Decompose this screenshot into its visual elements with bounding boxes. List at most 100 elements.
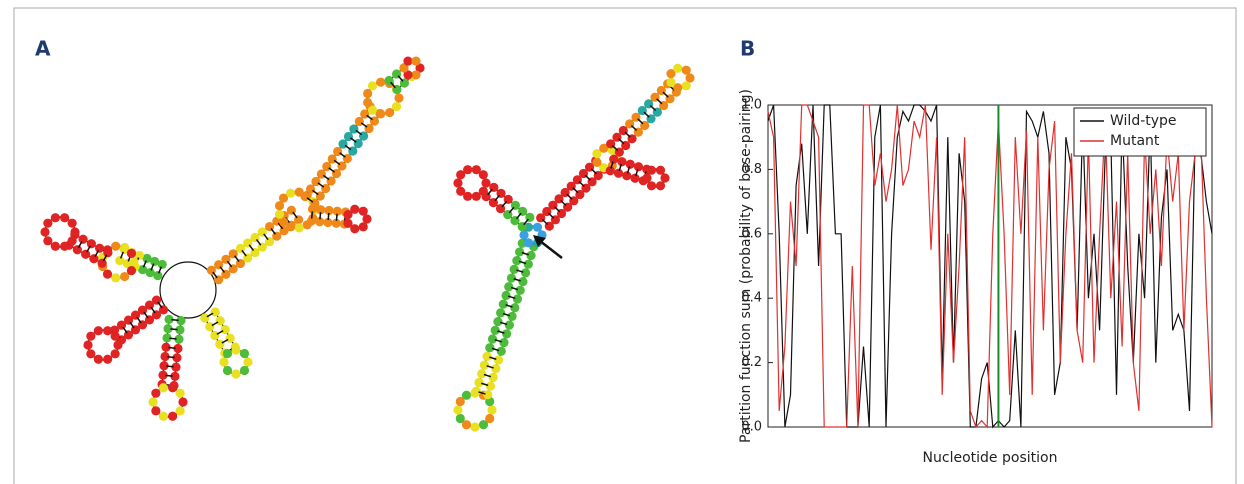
nucleotide	[67, 218, 77, 228]
base-pair	[77, 240, 83, 249]
nucleotide	[394, 93, 404, 103]
nucleotide	[617, 157, 627, 167]
nucleotide	[592, 157, 602, 167]
nucleotide	[399, 63, 409, 73]
base-pair	[584, 174, 591, 181]
nucleotide	[358, 206, 368, 216]
base-pair	[150, 306, 156, 314]
base-pair	[221, 338, 229, 344]
nucleotide	[471, 191, 481, 201]
nucleotide	[509, 264, 519, 274]
nucleotide	[605, 166, 615, 176]
nucleotide	[120, 242, 130, 253]
nucleotide	[158, 411, 168, 421]
base-pair	[270, 228, 276, 235]
base-pair	[212, 271, 218, 279]
nucleotide	[161, 342, 171, 352]
base-pair	[248, 244, 255, 252]
nucleotide	[512, 294, 523, 304]
nucleotide	[487, 405, 497, 415]
nucleotide	[93, 354, 103, 364]
nucleotide	[363, 97, 373, 108]
base-pair	[150, 263, 155, 271]
nucleotide	[512, 256, 522, 266]
nucleotide	[411, 70, 421, 80]
nucleotide	[158, 370, 168, 380]
nucleotide	[502, 329, 512, 339]
nucleotide	[103, 354, 113, 364]
nucleotide	[376, 109, 386, 119]
nucleotide	[60, 213, 70, 223]
nucleotide	[685, 73, 695, 83]
y-tick-label: 0.2	[741, 355, 762, 370]
base-pair	[523, 218, 529, 226]
base-pair	[306, 197, 314, 203]
y-tick-label: 0.4	[741, 291, 762, 306]
base-pair	[521, 251, 529, 256]
nucleotide	[137, 264, 148, 275]
base-pair	[94, 249, 100, 258]
nucleotide	[278, 193, 289, 203]
base-pair	[560, 199, 567, 207]
base-pair	[634, 168, 639, 177]
nucleotide	[532, 222, 543, 232]
base-pair	[554, 206, 561, 213]
nucleotide	[83, 340, 93, 350]
nucleotide	[222, 348, 233, 359]
nucleotide	[274, 201, 285, 211]
arrow	[533, 235, 563, 259]
nucleotide	[496, 308, 506, 318]
nucleotide	[171, 362, 181, 372]
nucleotide	[103, 248, 113, 258]
nucleotide	[93, 326, 103, 336]
nucleotide	[456, 170, 466, 180]
nucleotide	[510, 303, 520, 313]
nucleotide	[514, 247, 525, 257]
base-pair	[481, 382, 489, 387]
base-pair	[649, 104, 657, 112]
nucleotide	[220, 324, 230, 335]
nucleotide	[485, 381, 496, 391]
base-pair	[662, 91, 669, 98]
nucleotide	[158, 383, 168, 393]
nucleotide	[455, 396, 465, 407]
nucleotide	[350, 224, 360, 234]
nucleotide	[493, 316, 503, 327]
nucleotide	[231, 369, 241, 379]
nucleotide	[72, 245, 82, 255]
nucleotide	[477, 369, 487, 379]
nucleotide	[174, 334, 184, 344]
legend-label: Mutant	[1110, 133, 1160, 149]
nucleotide	[324, 205, 334, 216]
nucleotide	[81, 249, 91, 259]
nucleotide	[461, 390, 472, 400]
nucleotide	[507, 311, 517, 322]
base-pair	[169, 337, 177, 340]
nucleotide	[67, 236, 77, 246]
nucleotide	[115, 255, 125, 266]
base-pair	[167, 356, 175, 359]
nucleotide	[478, 170, 488, 180]
nucleotide	[350, 204, 360, 214]
nucleotide	[367, 105, 378, 115]
nucleotide	[521, 268, 531, 278]
base-pair	[166, 365, 174, 368]
nucleotide	[97, 258, 107, 268]
nucleotide	[403, 56, 413, 66]
base-pair	[263, 233, 269, 241]
nucleotide	[278, 217, 289, 227]
base-pair	[355, 129, 363, 136]
nucleotide	[485, 413, 495, 424]
base-pair	[497, 330, 505, 334]
base-pair	[590, 168, 598, 175]
y-axis-label: Partition function sum (probability of b…	[738, 89, 754, 443]
nucleotide	[463, 191, 473, 201]
nucleotide	[215, 339, 225, 349]
nucleotide	[498, 299, 508, 309]
nucleotide	[474, 377, 484, 388]
nucleotide	[239, 365, 250, 376]
nucleotide	[110, 331, 120, 341]
nucleotide	[471, 386, 481, 396]
